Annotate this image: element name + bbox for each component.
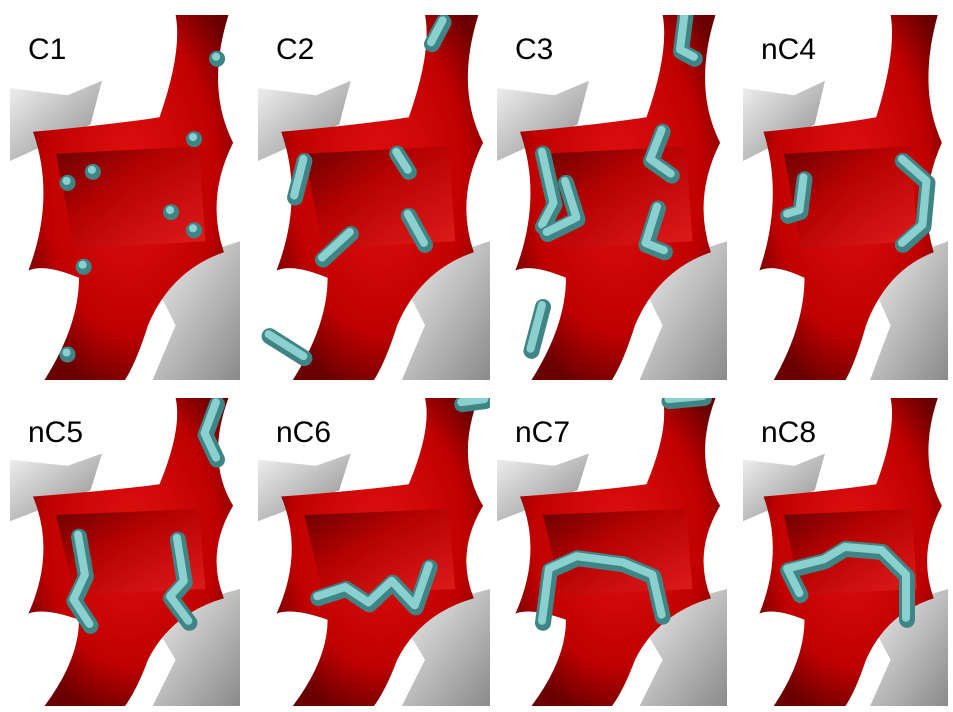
panel-art <box>10 15 240 380</box>
panel-label: C2 <box>276 33 314 66</box>
panel-label: nC4 <box>761 33 816 66</box>
panel-art <box>258 15 490 380</box>
panel-label: C3 <box>515 33 553 66</box>
panel-label: nC8 <box>761 416 816 449</box>
panel: nC7 <box>497 396 727 706</box>
pore-inside <box>304 146 455 248</box>
pore-inside <box>543 509 693 595</box>
figure: C1 C2 C3 nC4 nC5 nC6 nC7 nC8 <box>0 0 953 712</box>
panel: C1 <box>10 15 240 380</box>
panel: nC6 <box>258 398 490 706</box>
panel: C2 <box>258 15 490 380</box>
pore-inside <box>56 146 206 248</box>
molecule-highlight <box>461 399 484 402</box>
panel: nC8 <box>743 398 948 706</box>
molecule-highlight <box>669 396 704 399</box>
panel: nC5 <box>10 398 240 706</box>
panel-art <box>743 15 948 380</box>
panel: C3 <box>497 13 727 380</box>
panel-art <box>497 13 727 380</box>
panel: nC4 <box>743 15 948 380</box>
panel-label: nC5 <box>28 416 83 449</box>
panel-label: nC6 <box>276 416 331 449</box>
panel-label: C1 <box>28 33 66 66</box>
panel-label: nC7 <box>515 416 570 449</box>
